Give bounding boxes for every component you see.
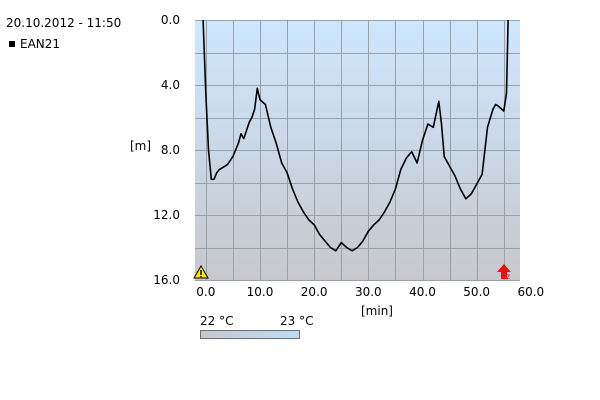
legend-swatch: [9, 40, 15, 47]
y-tick-label: 8.0: [161, 143, 180, 157]
y-tick-label: 4.0: [161, 78, 180, 92]
red-arrow-up-icon: z: [497, 264, 511, 281]
y-axis-label: [m]: [130, 139, 152, 153]
x-axis-label: [min]: [361, 304, 393, 318]
x-tick-label: 10.0: [247, 285, 274, 299]
warning-icon: [193, 265, 209, 279]
series-layer: [202, 19, 509, 252]
y-tick-label: 12.0: [153, 208, 180, 222]
x-tick-label: 60.0: [517, 285, 544, 299]
x-tick-label: 30.0: [355, 285, 382, 299]
temp-scale-max-label: 23 °C: [280, 314, 314, 328]
temp-scale-min-label: 22 °C: [200, 314, 234, 328]
tick-labels: 0.0 4.0 8.0 12.0 16.0 0.0 10.0 20.0 30.0 40.0 50.0…: [153, 13, 544, 299]
y-tick-label: 0.0: [161, 13, 180, 27]
x-tick-label: 0.0: [196, 285, 215, 299]
timestamp: 20.10.2012 - 11:50: [6, 16, 122, 30]
series-line-ean21: [202, 19, 509, 252]
temperature-gradient-bar: [200, 330, 300, 339]
x-tick-label: 40.0: [409, 285, 436, 299]
legend: EAN21: [9, 37, 60, 51]
y-tick-label: 16.0: [153, 273, 180, 287]
x-tick-label: 50.0: [463, 285, 490, 299]
svg-text:z: z: [506, 272, 510, 281]
grid: [195, 20, 520, 281]
legend-label: EAN21: [20, 37, 61, 51]
x-tick-label: 20.0: [301, 285, 328, 299]
